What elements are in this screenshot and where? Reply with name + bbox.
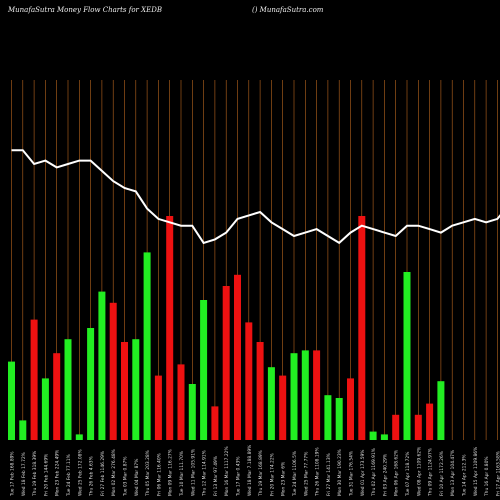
x-tick-label: Tue 14 Apr 212.3% (462, 454, 468, 497)
money-flow-bar (222, 286, 230, 440)
money-flow-bar (177, 364, 185, 440)
money-flow-bar (19, 420, 27, 440)
x-tick-label: Mon 06 Apr 168.62% (394, 450, 400, 496)
x-tick-label: Thu 12 Mar 114.91% (202, 450, 208, 497)
money-flow-bar (98, 291, 106, 440)
money-flow-bar (143, 252, 151, 440)
price-line (11, 149, 500, 245)
money-flow-bar (403, 272, 411, 440)
money-flow-bar (41, 378, 49, 440)
money-flow-bar (256, 342, 264, 440)
x-tick-label: Tue 03 Mar 0.87% (123, 456, 129, 497)
money-flow-bar (369, 431, 377, 440)
money-flow-bar (267, 367, 275, 440)
x-tick-label: Tue 31 Mar 176.54% (349, 451, 355, 497)
x-tick-label: Fri 03 Apr 240.29% (382, 454, 388, 496)
money-flow-bar (211, 406, 219, 440)
site-credit: () MunafaSutra.com (252, 6, 324, 14)
x-tick-label: Wed 08 Apr 1109.62% (416, 447, 422, 496)
x-tick-label: Fri 20 Mar 174.22% (269, 453, 275, 496)
money-flow-bar (414, 414, 422, 440)
money-flow-bar (75, 434, 83, 440)
x-tick-label: Fri 17 Apr 1163.58% (495, 451, 500, 496)
money-flow-bar (64, 339, 72, 440)
x-tick-label: Thu 26 Feb 4.63% (89, 456, 95, 497)
x-tick-label: Thu 16 Apr 0.80% (484, 456, 490, 497)
x-tick-label: Tue 17 Feb 168.89% (10, 451, 16, 497)
x-tick-label: Fri 27 Mar 141.13% (326, 453, 332, 496)
money-flow-bar (53, 353, 61, 440)
money-flow-bar (109, 302, 117, 440)
x-tick-label: Fri 27 Feb 1146.29% (100, 451, 106, 496)
x-tick-label: Fri 06 Mar 116.40% (156, 453, 162, 496)
x-tick-label: Mon 09 Mar 116.27% (168, 449, 174, 496)
x-tick-label: Thu 09 Apr 1124.97% (428, 448, 434, 497)
money-flow-bar (245, 322, 253, 440)
money-flow-bar (87, 328, 95, 440)
x-tick-label: Tue 17 Mar 0.43% (236, 456, 242, 497)
money-flow-bar (290, 353, 298, 440)
money-flow-bar (358, 216, 366, 440)
chart-title: MunafaSutra Money Flow Charts for XEDB (8, 6, 162, 14)
money-flow-bar (30, 319, 38, 440)
money-flow-bar (279, 375, 287, 440)
x-tick-label: Thu 26 Mar 1108.19% (315, 447, 321, 497)
money-flow-bar (335, 398, 343, 440)
money-flow-bar (8, 361, 15, 440)
x-tick-label: Thu 19 Mar 168.89% (258, 450, 264, 497)
x-tick-label: Fri 10 Apr 1172.26% (439, 451, 445, 496)
x-tick-label: Wed 18 Feb 17.72% (21, 452, 27, 496)
money-flow-bar (347, 378, 354, 440)
x-tick-label: Thu 02 Apr 1169.91% (371, 448, 377, 497)
x-tick-label: Fri 13 Mar 97.49% (213, 456, 219, 496)
money-flow-bar (426, 403, 434, 440)
x-tick-label: Mon 30 Mar 190.23% (337, 449, 343, 496)
money-flow-bar (121, 342, 128, 440)
money-flow-bar (301, 350, 309, 440)
money-flow-bar (132, 339, 140, 440)
x-tick-label: Fri 20 Feb 144.69% (43, 454, 49, 496)
x-tick-label: Thu 05 Mar 203.28% (145, 450, 151, 497)
x-tick-label: Wed 01 Apr 173.59% (360, 450, 366, 496)
money-flow-bar (392, 414, 400, 440)
x-tick-label: Wed 04 Mar 87% (134, 459, 140, 496)
x-tick-label: Mon 13 Apr 104.47% (450, 450, 456, 496)
x-tick-label: Tue 24 Feb 77.11% (66, 454, 72, 497)
money-flow-bar (324, 395, 332, 440)
x-tick-label: Mon 23 Feb 224.49% (55, 450, 61, 496)
x-tick-label: Thu 19 Feb 318.39% (32, 451, 38, 497)
x-tick-label: Tue 07 Apr 118.72% (405, 452, 411, 497)
x-tick-label: Tue 24 Mar 1106.5% (292, 451, 298, 497)
money-flow-bar (166, 216, 174, 440)
money-flow-bar (154, 375, 162, 440)
x-tick-label: Tue 10 Mar 111.70% (179, 451, 185, 497)
x-tick-label: Mon 23 Mar 6% (281, 462, 287, 496)
x-tick-label: Wed 25 Mar 77.77% (303, 452, 309, 496)
x-tick-label: Wed 15 Apr 1109.86% (473, 447, 479, 496)
money-flow-bar (200, 300, 208, 440)
money-flow-bar (313, 350, 321, 440)
money-flow-bar (437, 381, 445, 440)
money-flow-bar (380, 434, 388, 440)
x-tick-label: Mon 02 Mar 276.48% (111, 449, 117, 496)
x-tick-label: Mon 16 Mar 1117.22% (224, 446, 230, 496)
x-tick-label: Wed 25 Feb 172.08% (77, 449, 83, 496)
x-tick-label: Wed 11 Mar 105.91% (190, 449, 196, 496)
money-flow-bar (234, 274, 241, 440)
x-tick-label: Wed 18 Mar 7.188.89% (247, 445, 253, 496)
money-flow-bar (188, 384, 196, 440)
